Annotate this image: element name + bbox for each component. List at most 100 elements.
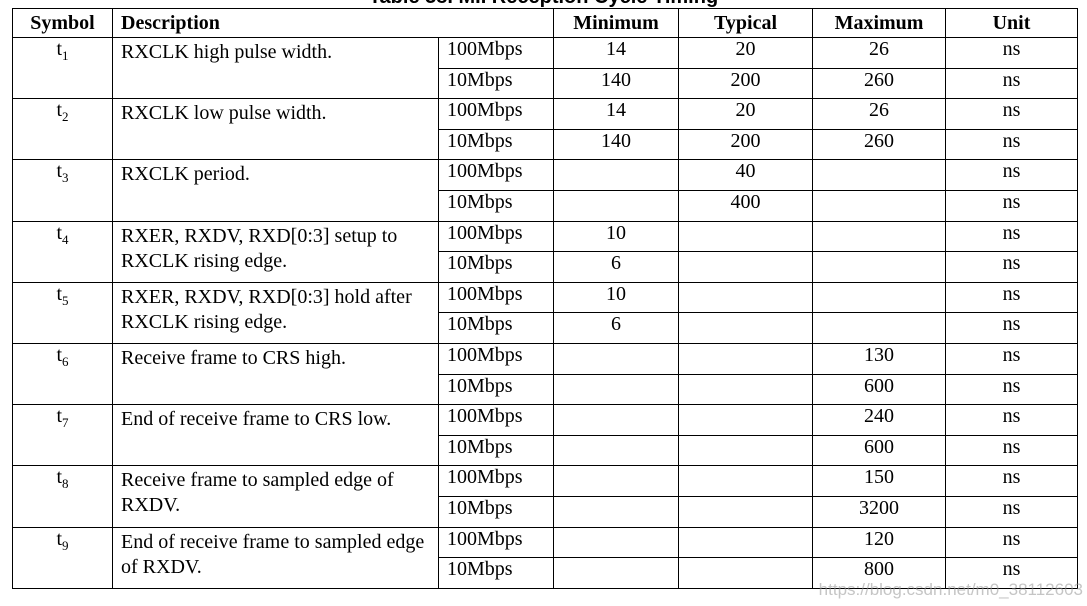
speed-cell: 100Mbps (437, 281, 555, 314)
header-cell: Unit (945, 8, 1079, 38)
row: 10Mbps 800 ns (13, 557, 1079, 589)
minimum-cell: 10 (553, 281, 680, 314)
symbol-cell: t4 (12, 220, 113, 283)
minimum-cell (553, 373, 680, 406)
description: End of receive frame to sampled edge of … (112, 526, 439, 589)
row: 10Mbps 6 ns (13, 251, 1079, 283)
unit-cell: ns (945, 526, 1079, 559)
minimum-cell (553, 189, 680, 222)
unit-cell: ns (945, 557, 1079, 589)
maximum-cell: 260 (812, 67, 947, 100)
symbol-cell: t8 (12, 465, 113, 528)
speed-cell: 10Mbps (437, 251, 555, 283)
symbol-cell: t5 (12, 281, 113, 344)
symbol-subscript: 7 (62, 415, 69, 431)
unit-cell: ns (945, 434, 1079, 467)
symbol: t (56, 466, 63, 489)
speed-cell: 10Mbps (437, 189, 555, 222)
description: RXCLK period. (112, 159, 439, 222)
timing-table: Symbol Description Minimum Typical Maximum Un… (12, 8, 1079, 589)
typical-cell: 40 (678, 159, 814, 191)
maximum-cell: 120 (812, 526, 947, 559)
symbol-cell: t9 (12, 526, 113, 589)
speed-cell: 100Mbps (437, 342, 555, 375)
unit-cell: ns (945, 342, 1079, 375)
row: t8 Receive frame to sampled edge of RXDV.… (12, 465, 1079, 528)
header-cell: Description (111, 8, 555, 38)
typical-cell (678, 373, 814, 406)
row: t7 End of receive frame to CRS low. 100Mbp… (12, 404, 1079, 467)
minimum-cell: 140 (553, 67, 680, 100)
maximum-cell (812, 159, 947, 191)
row: t5 RXER, RXDV, RXD[0:3] hold after RXCLK … (12, 281, 1079, 344)
unit-cell: ns (945, 404, 1079, 436)
unit-cell: ns (945, 281, 1079, 314)
row: t3 RXCLK period. 100Mbps 40 ns (12, 159, 1079, 222)
speed-cell: 100Mbps (437, 159, 555, 191)
symbol-subscript: 9 (62, 537, 69, 553)
minimum-cell: 6 (553, 251, 680, 283)
unit-cell: ns (945, 465, 1079, 497)
typical-cell: 200 (678, 67, 814, 100)
symbol: t (56, 343, 63, 366)
symbol: t (56, 527, 63, 550)
minimum-cell: 10 (553, 220, 680, 253)
typical-cell (678, 342, 814, 375)
minimum-cell: 140 (553, 128, 680, 161)
row: t4 RXER, RXDV, RXD[0:3] setup to RXCLK ri… (12, 220, 1079, 283)
symbol-subscript: 6 (62, 353, 69, 369)
maximum-cell: 600 (812, 373, 947, 406)
maximum-cell: 26 (812, 37, 947, 69)
unit-cell: ns (945, 373, 1079, 406)
header-cell: Maximum (812, 8, 947, 38)
speed-cell: 10Mbps (437, 312, 555, 344)
speed-cell: 10Mbps (437, 128, 555, 161)
symbol-cell: t3 (12, 159, 113, 222)
row: t9 End of receive frame to sampled edge o… (12, 526, 1079, 589)
typical-cell: 20 (678, 98, 814, 130)
speed-cell: 100Mbps (437, 465, 555, 497)
symbol: t (56, 221, 63, 244)
symbol: t (56, 405, 63, 428)
speed-cell: 100Mbps (437, 526, 555, 559)
speed-cell: 10Mbps (437, 373, 555, 406)
header-cell: Typical (678, 8, 814, 38)
unit-cell: ns (945, 220, 1079, 253)
maximum-cell: 600 (812, 434, 947, 467)
minimum-cell (553, 526, 680, 559)
minimum-cell (553, 557, 680, 589)
unit-cell: ns (945, 159, 1079, 191)
maximum-cell (812, 251, 947, 283)
minimum-cell (553, 404, 680, 436)
unit-cell: ns (945, 312, 1079, 344)
description: End of receive frame to CRS low. (112, 404, 439, 467)
description: Receive frame to CRS high. (112, 342, 439, 406)
typical-cell (678, 251, 814, 283)
speed-cell: 100Mbps (437, 220, 555, 253)
row: t2 RXCLK low pulse width. 100Mbps 14 20 26 ns (12, 98, 1079, 161)
symbol-subscript: 8 (62, 476, 69, 492)
minimum-cell (553, 465, 680, 497)
typical-cell: 20 (678, 37, 814, 69)
description: RXER, RXDV, RXD[0:3] hold after RXCLK ri… (112, 281, 439, 344)
minimum-cell (553, 342, 680, 375)
symbol-cell: t2 (12, 98, 113, 161)
symbol: t (56, 38, 63, 60)
maximum-cell: 150 (812, 465, 947, 497)
typical-cell (678, 404, 814, 436)
speed-cell: 100Mbps (437, 37, 555, 69)
maximum-cell: 260 (812, 128, 947, 161)
header-cell: Minimum (553, 8, 680, 38)
description: RXCLK high pulse width. (112, 36, 439, 100)
typical-cell (678, 434, 814, 467)
maximum-cell: 3200 (812, 495, 947, 528)
row: t6 Receive frame to CRS high. 100Mbps 130 ns (12, 342, 1079, 406)
description: Receive frame to sampled edge of RXDV. (112, 465, 439, 528)
maximum-cell: 800 (812, 557, 947, 589)
minimum-cell: 6 (553, 312, 680, 344)
typical-cell (678, 312, 814, 344)
description: RXCLK low pulse width. (112, 98, 439, 161)
symbol-subscript: 4 (62, 231, 69, 247)
minimum-cell: 14 (553, 98, 680, 130)
speed-cell: 10Mbps (437, 67, 555, 100)
